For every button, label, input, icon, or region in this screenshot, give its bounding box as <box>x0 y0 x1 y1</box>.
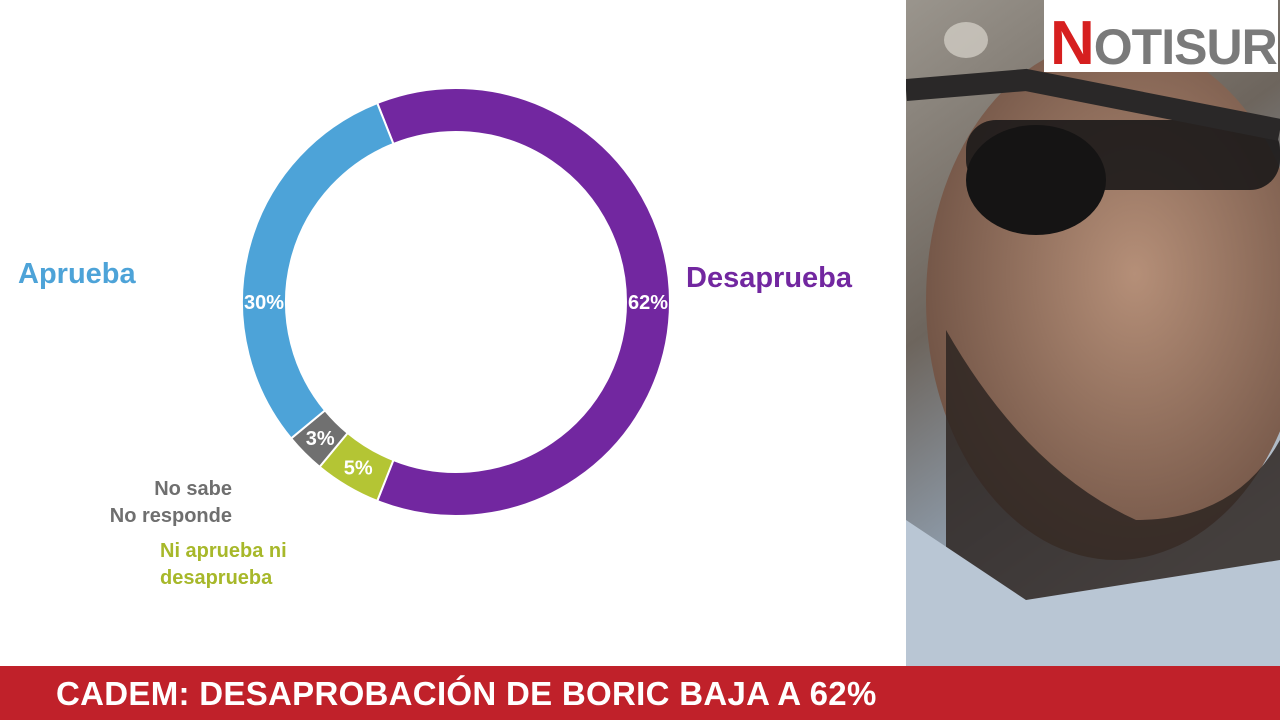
label-no-sabe-line1: No sabe <box>154 478 232 500</box>
label-aprueba: Aprueba <box>18 258 136 290</box>
notisur-logo: NOTISUR <box>1044 0 1278 72</box>
value-ni-aprueba: 5% <box>344 457 373 479</box>
label-ni-aprueba-line2: desaprueba <box>160 567 273 589</box>
logo-text: NOTISUR <box>1050 9 1278 72</box>
slice-desaprueba <box>375 87 671 517</box>
ticker-headline: CADEM: DESAPROBACIÓN DE BORIC BAJA A 62% <box>56 675 877 712</box>
label-no-sabe-line2: No responde <box>109 505 232 527</box>
value-no-sabe: 3% <box>306 428 335 450</box>
label-ni-aprueba: Ni aprueba ni desaprueba <box>160 538 287 592</box>
news-ticker: CADEM: DESAPROBACIÓN DE BORIC BAJA A 62% <box>0 666 1280 720</box>
value-desaprueba: 62% <box>628 292 668 314</box>
value-aprueba: 30% <box>244 292 284 314</box>
person-video-image <box>906 0 1280 666</box>
label-desaprueba: Desaprueba <box>686 262 853 294</box>
slice-aprueba <box>241 101 395 440</box>
donut-chart: 62% 5% 3% 30% <box>241 87 671 517</box>
chart-panel: 62% 5% 3% 30% Aprueba Desaprueba No sabe No… <box>18 87 853 592</box>
video-feed <box>906 0 1280 666</box>
label-ni-aprueba-line1: Ni aprueba ni <box>160 540 287 562</box>
label-no-sabe: No sabe No responde <box>70 476 232 530</box>
